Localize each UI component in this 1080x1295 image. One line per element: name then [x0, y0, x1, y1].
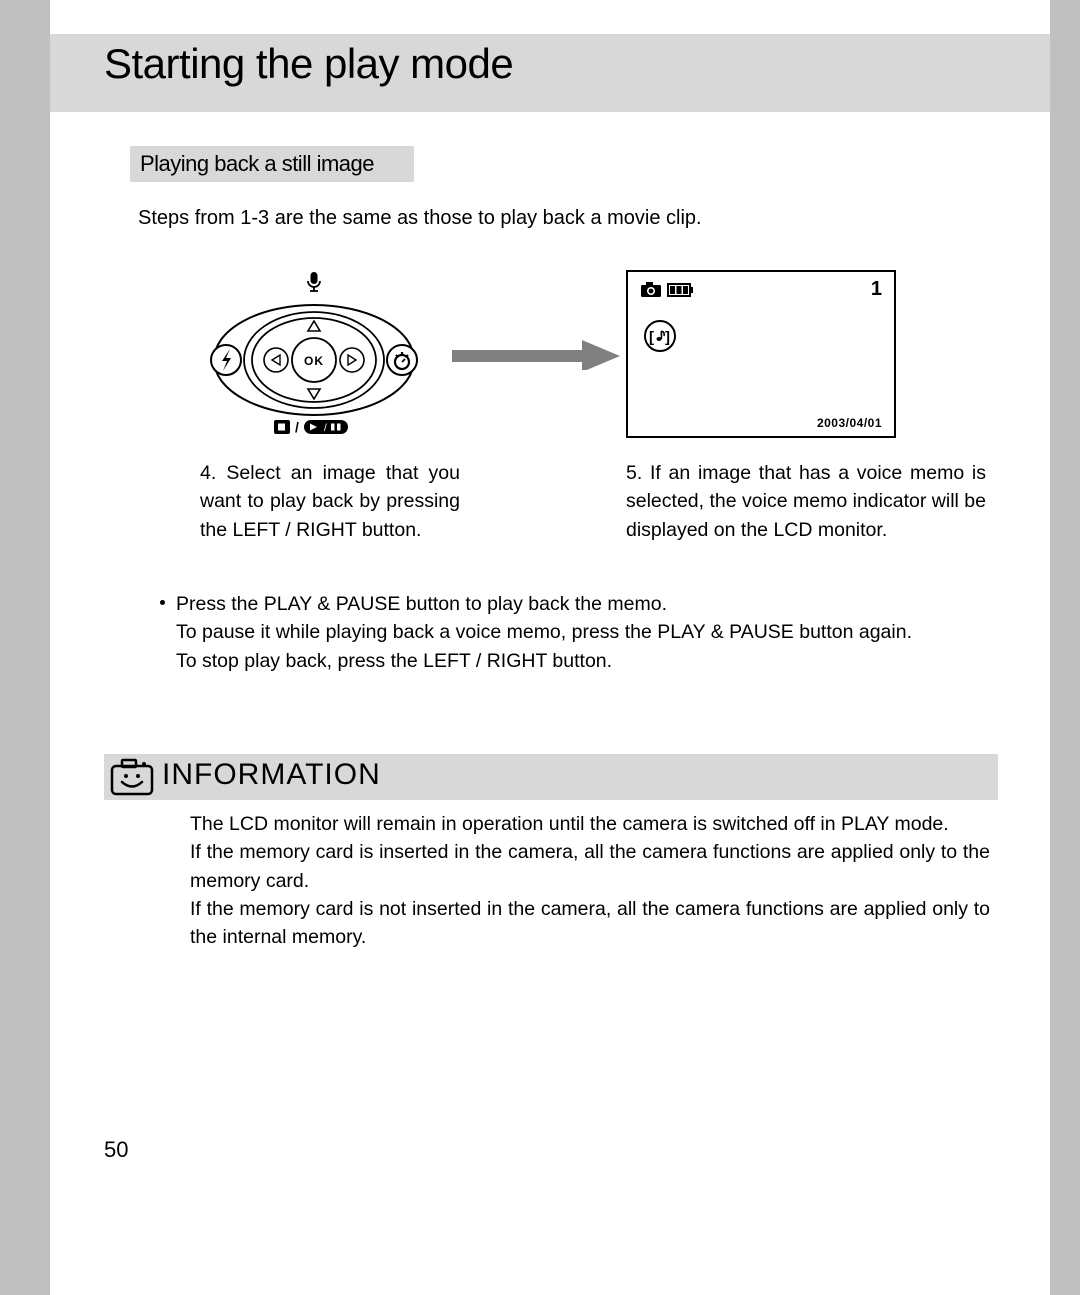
page-title: Starting the play mode — [104, 40, 513, 88]
svg-text:/: / — [324, 423, 327, 434]
svg-text:]: ] — [665, 329, 670, 346]
up-arrow-icon — [308, 321, 320, 331]
camera-icon — [640, 280, 664, 298]
bullet-block: Press the PLAY & PAUSE button to play ba… — [172, 590, 992, 675]
section-header: Playing back a still image — [130, 146, 414, 182]
battery-icon — [666, 282, 696, 298]
step-4-body: Select an image that you want to play ba… — [200, 462, 460, 541]
step-5-text: 5. If an image that has a voice memo is … — [626, 459, 986, 544]
controller-diagram: OK / / — [194, 265, 434, 445]
svg-text:[: [ — [649, 329, 654, 346]
svg-text:/: / — [295, 419, 299, 435]
bullet-dot-icon — [160, 600, 165, 605]
information-title: INFORMATION — [162, 758, 381, 792]
lcd-screen: 1 [ ] 2003/04/01 — [626, 270, 896, 438]
information-body: The LCD monitor will remain in operation… — [190, 810, 990, 951]
bullet-line-2: To pause it while playing back a voice m… — [176, 618, 992, 646]
steps-intro-text: Steps from 1-3 are the same as those to … — [138, 207, 702, 230]
lcd-date: 2003/04/01 — [817, 416, 882, 430]
arrow-icon — [452, 340, 622, 370]
mic-icon — [308, 272, 320, 291]
play-pause-icons: / / — [274, 419, 348, 435]
bullet-line-1: Press the PLAY & PAUSE button to play ba… — [176, 590, 992, 618]
lcd-image-number: 1 — [871, 278, 882, 301]
bullet-line-3: To stop play back, press the LEFT / RIGH… — [176, 647, 992, 675]
info-line-3: If the memory card is not inserted in th… — [190, 895, 990, 952]
right-button-circle — [340, 348, 364, 372]
down-arrow-icon — [308, 389, 320, 399]
step-4-num: 4. — [200, 462, 226, 484]
page-number: 50 — [104, 1137, 128, 1163]
left-button-circle — [264, 348, 288, 372]
step-5-body: If an image that has a voice memo is sel… — [626, 462, 986, 541]
step-4-text: 4. Select an image that you want to play… — [200, 459, 460, 544]
camera-smile-icon — [110, 756, 154, 796]
info-line-2: If the memory card is inserted in the ca… — [190, 838, 990, 895]
timer-button-circle — [387, 345, 417, 375]
step-5-num: 5. — [626, 462, 650, 484]
voice-memo-indicator-icon: [ ] — [642, 318, 678, 354]
left-arrow-icon — [272, 355, 280, 365]
right-arrow-icon — [348, 355, 356, 365]
info-line-1: The LCD monitor will remain in operation… — [190, 810, 990, 838]
document-page: Starting the play mode Playing back a st… — [50, 0, 1050, 1295]
ok-label: OK — [304, 354, 324, 368]
